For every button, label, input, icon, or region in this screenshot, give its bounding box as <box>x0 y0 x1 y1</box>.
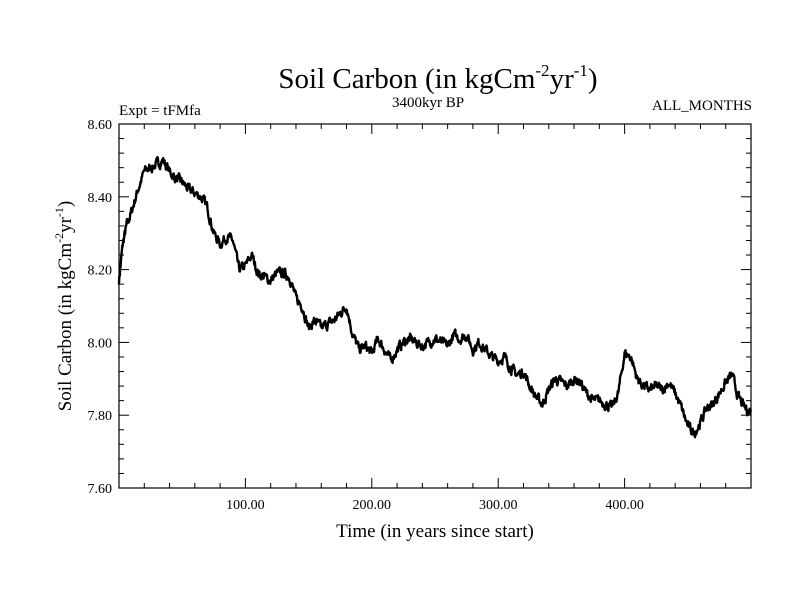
ylabel-sup-2: -1 <box>52 207 66 217</box>
y-axis-ticks <box>119 138 751 474</box>
y-tick-label: 8.40 <box>88 191 113 206</box>
plot-frame <box>118 123 752 489</box>
x-axis-tick-labels: 100.00 200.00 300.00 400.00 <box>226 498 644 513</box>
ylabel-end: ) <box>55 201 76 207</box>
subtitle-left: Expt = tFMfa <box>119 103 201 119</box>
chart-title: Soil Carbon (in kgCm-2yr-1) <box>278 61 597 95</box>
x-tick-label: 200.00 <box>353 498 392 513</box>
title-mid: yr <box>550 63 575 95</box>
y-axis-tick-labels: 7.60 7.80 8.00 8.20 8.40 8.60 <box>88 118 113 497</box>
title-sup-1: -2 <box>535 61 549 80</box>
ylabel-main: Soil Carbon (in kgCm <box>55 243 76 412</box>
y-tick-label: 7.80 <box>88 409 113 424</box>
subtitle-center: 3400kyr BP <box>392 95 464 111</box>
x-tick-label: 300.00 <box>479 498 518 513</box>
x-axis-label: Time (in years since start) <box>336 521 534 542</box>
title-end: ) <box>588 63 598 95</box>
ylabel-mid: yr <box>55 216 76 233</box>
y-tick-label: 8.00 <box>88 336 113 351</box>
title-sup-2: -1 <box>574 61 588 80</box>
y-axis-label: Soil Carbon (in kgCm-2yr-1) <box>52 201 76 412</box>
y-tick-label: 8.60 <box>88 118 113 133</box>
x-axis-ticks <box>143 124 727 488</box>
title-main: Soil Carbon (in kgCm <box>278 63 535 95</box>
y-tick-label: 7.60 <box>88 482 113 497</box>
x-tick-label: 400.00 <box>605 498 644 513</box>
y-tick-label: 8.20 <box>88 264 113 279</box>
ylabel-sup-1: -2 <box>52 233 66 243</box>
x-tick-label: 100.00 <box>226 498 265 513</box>
series-line-soil-carbon <box>117 156 753 439</box>
subtitle-right: ALL_MONTHS <box>652 98 752 114</box>
